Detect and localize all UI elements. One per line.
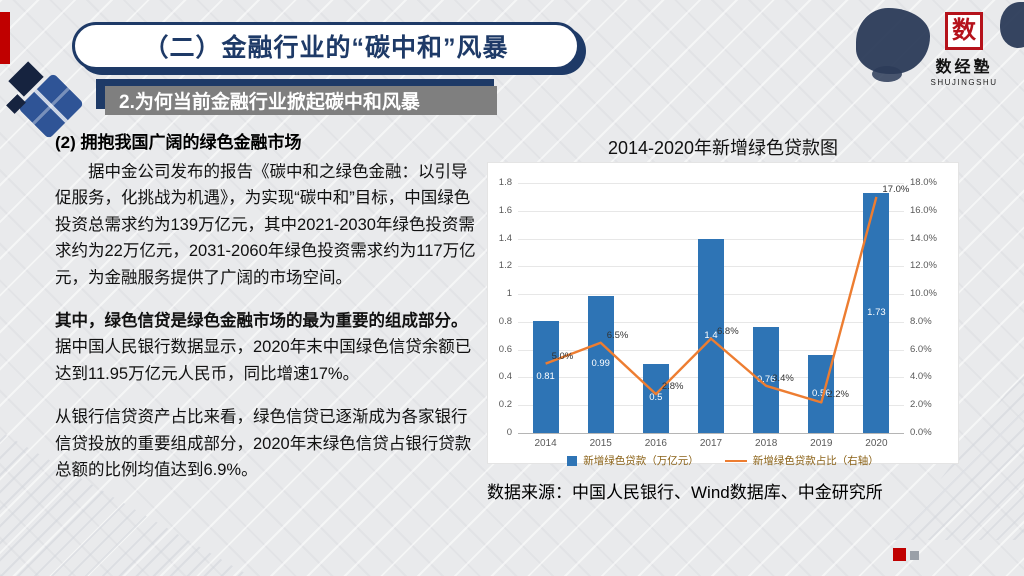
left-axis-tick: 1.4 (498, 232, 512, 244)
legend-bar-swatch (567, 455, 578, 466)
right-axis-tick: 18.0% (910, 177, 937, 188)
legend-label: 新增绿色贷款（万亿元） (583, 455, 699, 467)
legend-item: 新增绿色贷款占比（右轴） (724, 453, 879, 468)
bottom-right-gray-accent (910, 551, 919, 560)
bar-2018 (753, 327, 780, 433)
bar-2017 (698, 238, 724, 433)
x-axis-category: 2018 (755, 438, 778, 449)
right-axis-tick: 10.0% (910, 288, 937, 300)
line-series (545, 196, 878, 404)
paragraph-2-lead: 其中，绿色信贷是绿色金融市场的最为重要的组成部分。 (55, 311, 468, 330)
x-axis-category: 2020 (865, 438, 888, 449)
map-blob (872, 66, 902, 82)
logo-name: 数经塾 (935, 59, 993, 76)
bar-value-label: 0.99 (591, 358, 610, 370)
line-value-label: 17.0% (882, 183, 910, 195)
left-text-column: (2) 拥抱我国广阔的绿色金融市场 据中金公司发布的报告《碳中和之绿色金融：以引… (55, 128, 483, 483)
right-axis-tick: 12.0% (910, 260, 937, 272)
map-blob (1000, 2, 1024, 48)
map-blob (856, 8, 930, 74)
x-axis-category: 2019 (810, 438, 833, 449)
gridline (518, 210, 904, 212)
chart-legend: 新增绿色贷款（万亿元） 新增绿色贷款占比（右轴） (488, 453, 958, 468)
bar-value-label: 1.4 (704, 329, 718, 341)
logo-seal-glyph: 数 (952, 17, 976, 44)
bar-value-label: 1.73 (867, 306, 886, 318)
left-axis-tick: 0.6 (498, 343, 512, 355)
paragraph-2-rest: 据中国人民银行数据显示，2020年末中国绿色信贷余额已达到11.95万亿元人民币… (55, 338, 472, 383)
left-red-accent-bar (0, 12, 10, 64)
x-axis-category: 2017 (699, 438, 723, 449)
right-axis-tick: 16.0% (910, 204, 937, 216)
subtitle-text: 2.为何当前金融行业掀起碳中和风暴 (119, 92, 420, 113)
section-heading: (2) 拥抱我国广阔的绿色金融市场 (55, 133, 302, 152)
x-axis-category: 2015 (589, 438, 612, 449)
legend-line-swatch (724, 459, 747, 462)
left-axis-tick: 0.8 (498, 315, 512, 327)
right-axis-tick: 4.0% (910, 371, 932, 383)
bar-2016 (642, 363, 669, 433)
subtitle-banner: 2.为何当前金融行业掀起碳中和风暴 (105, 86, 497, 115)
left-axis-tick: 0.4 (498, 371, 512, 383)
legend-item: 新增绿色贷款（万亿元） (567, 453, 699, 468)
paragraph-1: 据中金公司发布的报告《碳中和之绿色金融：以引导促服务，化挑战为机遇》，为实现“碳… (55, 163, 476, 287)
line-value-label: 6.5% (606, 329, 629, 341)
paragraph-3: 从银行信贷资产占比来看，绿色信贷已逐渐成为各家银行信贷投放的重要组成部分，202… (55, 408, 472, 479)
left-axis-tick: 1.8 (498, 177, 512, 188)
x-axis-category: 2016 (644, 438, 667, 449)
paragraph-2: 其中，绿色信贷是绿色金融市场的最为重要的组成部分。据中国人民银行数据显示，202… (55, 308, 483, 387)
line-value-label: 3.4% (772, 372, 794, 384)
right-axis-tick: 2.0% (910, 399, 932, 411)
gridline (518, 183, 904, 184)
x-axis-line (518, 433, 904, 434)
bar-2014 (532, 320, 559, 433)
left-axis-tick: 0 (506, 427, 512, 438)
bar-value-label: 0.81 (536, 370, 555, 382)
right-axis-tick: 8.0% (910, 315, 932, 327)
line-value-label: 2.2% (827, 389, 849, 401)
bottom-right-red-accent (893, 548, 906, 561)
x-axis-category: 2014 (534, 438, 557, 449)
brand-logo: 数 数经塾 SHUJINGSHU (918, 12, 1010, 87)
right-axis-tick: 0.0% (910, 427, 932, 438)
bar-value-label: 0.56 (812, 388, 831, 400)
line-value-label: 6.8% (717, 325, 739, 337)
logo-seal-icon: 数 (945, 12, 983, 50)
left-axis-tick: 1.6 (498, 204, 512, 216)
legend-label: 新增绿色贷款占比（右轴） (752, 455, 879, 467)
line-value-label: 5.0% (551, 350, 574, 362)
data-source-note: 数据来源：中国人民银行、Wind数据库、中金研究所 (487, 483, 883, 502)
bar-value-label: 0.5 (649, 392, 663, 404)
bar-2015 (587, 295, 614, 433)
right-axis-tick: 14.0% (910, 232, 937, 244)
chart-title: 2014-2020年新增绿色贷款图 (607, 138, 839, 158)
left-axis-tick: 1.2 (498, 260, 512, 272)
slide-title: （二）金融行业的“碳中和”风暴 (143, 34, 509, 62)
line-value-label: 2.8% (661, 381, 684, 393)
logo-romanized: SHUJINGSHU (930, 78, 998, 87)
bar-value-label: 0.76 (756, 374, 776, 386)
left-axis-tick: 0.2 (498, 399, 512, 411)
green-loans-chart: 0 0.0% 0.2 2.0% 0.4 4.0% 0.6 6.0% 0.8 8.0% 1 10.0% 1… (487, 162, 959, 467)
left-axis-tick: 1 (506, 288, 512, 300)
slide-title-pill: （二）金融行业的“碳中和”风暴 (72, 22, 580, 70)
right-axis-tick: 6.0% (910, 343, 932, 355)
